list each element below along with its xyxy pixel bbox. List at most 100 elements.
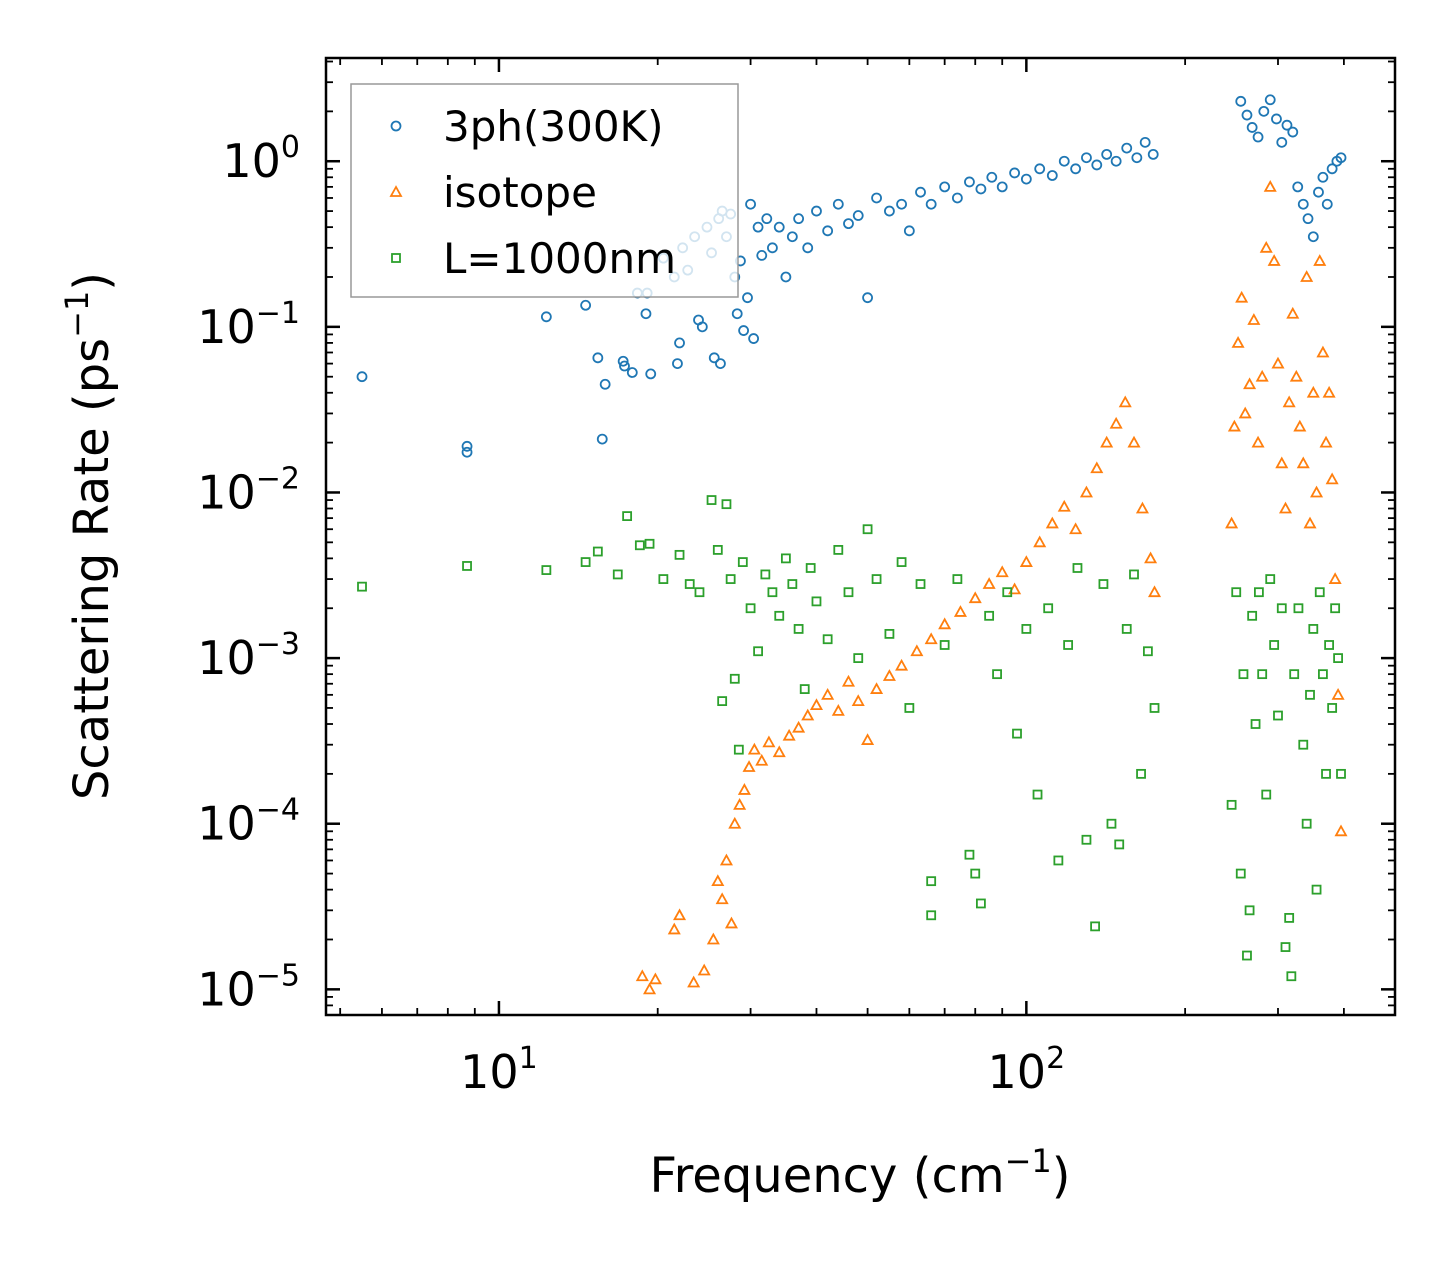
data-point — [729, 673, 740, 684]
data-point — [461, 446, 473, 458]
data-point — [635, 969, 649, 982]
data-point — [780, 553, 791, 564]
data-point — [580, 557, 591, 567]
data-point — [755, 753, 769, 766]
data-point — [861, 733, 875, 745]
data-point — [634, 540, 645, 551]
data-point — [596, 433, 608, 445]
data-point — [1147, 148, 1159, 160]
data-point — [731, 308, 743, 320]
data-point — [1032, 789, 1043, 800]
data-point — [1276, 136, 1288, 148]
data-point — [1043, 603, 1054, 614]
data-point — [1053, 855, 1064, 866]
data-point — [708, 352, 720, 364]
data-marks — [356, 94, 1348, 995]
data-point — [617, 355, 629, 367]
data-point — [1263, 180, 1277, 192]
legend-entry: 3ph(300K) — [390, 102, 663, 151]
data-point — [648, 972, 662, 985]
data-point — [903, 225, 915, 237]
data-point — [1269, 640, 1280, 650]
data-point — [1265, 574, 1276, 584]
data-point — [982, 577, 996, 589]
data-point — [1135, 501, 1149, 514]
data-point — [1235, 868, 1246, 879]
data-point — [462, 561, 472, 571]
data-point — [612, 569, 623, 580]
data-point — [696, 321, 708, 333]
data-point — [811, 596, 822, 607]
data-point — [1238, 406, 1252, 419]
data-point — [964, 176, 975, 188]
data-point — [870, 682, 884, 694]
legend-label: L=1000nm — [443, 234, 676, 283]
data-point — [1251, 435, 1265, 448]
data-point — [1284, 913, 1295, 923]
data-point — [733, 797, 747, 810]
data-point — [461, 440, 473, 452]
data-point — [852, 210, 864, 221]
y-tick-label: 10−1 — [197, 296, 300, 354]
data-point — [1303, 516, 1317, 529]
data-point — [626, 367, 638, 378]
data-point — [719, 853, 733, 866]
data-point — [1238, 669, 1249, 680]
data-point — [1296, 456, 1310, 469]
data-point — [1305, 689, 1315, 700]
plot-frame — [324, 56, 1397, 1017]
data-point — [802, 242, 814, 254]
data-point — [1333, 653, 1343, 663]
data-point — [1282, 395, 1296, 408]
data-point — [896, 198, 907, 210]
data-point — [1300, 270, 1314, 282]
data-point — [884, 628, 895, 639]
data-point — [1247, 610, 1258, 621]
data-point — [910, 644, 924, 657]
data-point — [926, 876, 937, 887]
data-point — [673, 908, 687, 921]
data-point — [895, 658, 909, 671]
data-point — [761, 213, 773, 225]
data-point — [1308, 624, 1319, 634]
data-point — [1280, 942, 1291, 952]
data-point — [1012, 728, 1022, 739]
data-point — [767, 587, 778, 598]
data-point — [697, 963, 711, 976]
legend-box — [350, 83, 739, 298]
data-point — [1325, 472, 1339, 485]
data-point — [1241, 109, 1253, 121]
data-point — [953, 605, 967, 617]
data-point — [1271, 113, 1282, 125]
data-point — [658, 574, 669, 584]
data-point — [1273, 710, 1283, 721]
x-tick-labels: 101 102 — [460, 1041, 1065, 1099]
data-point — [1139, 136, 1151, 148]
data-point — [1101, 148, 1113, 160]
legend-entry: L=1000nm — [391, 234, 676, 283]
legend-entries: 3ph(300K) isotope L=1000nm — [389, 102, 676, 283]
data-point — [1314, 587, 1325, 598]
data-point — [1106, 818, 1117, 829]
data-point — [667, 922, 681, 935]
legend-label: isotope — [443, 168, 597, 217]
data-point — [742, 292, 753, 304]
data-point — [1235, 290, 1249, 303]
data-point — [1275, 456, 1289, 469]
data-point — [1322, 385, 1336, 398]
data-point — [1327, 703, 1338, 713]
data-point — [1258, 105, 1270, 117]
data-point — [1033, 535, 1047, 548]
data-point — [843, 587, 854, 598]
data-point — [1057, 499, 1071, 512]
data-point — [1148, 585, 1162, 598]
x-tick-label: 102 — [988, 1041, 1066, 1099]
y-tick-label: 100 — [222, 130, 300, 188]
data-point — [801, 708, 815, 721]
data-point — [1058, 155, 1070, 167]
data-point — [1255, 369, 1269, 382]
data-point — [799, 684, 810, 694]
data-point — [756, 250, 768, 261]
data-point — [1226, 799, 1237, 810]
